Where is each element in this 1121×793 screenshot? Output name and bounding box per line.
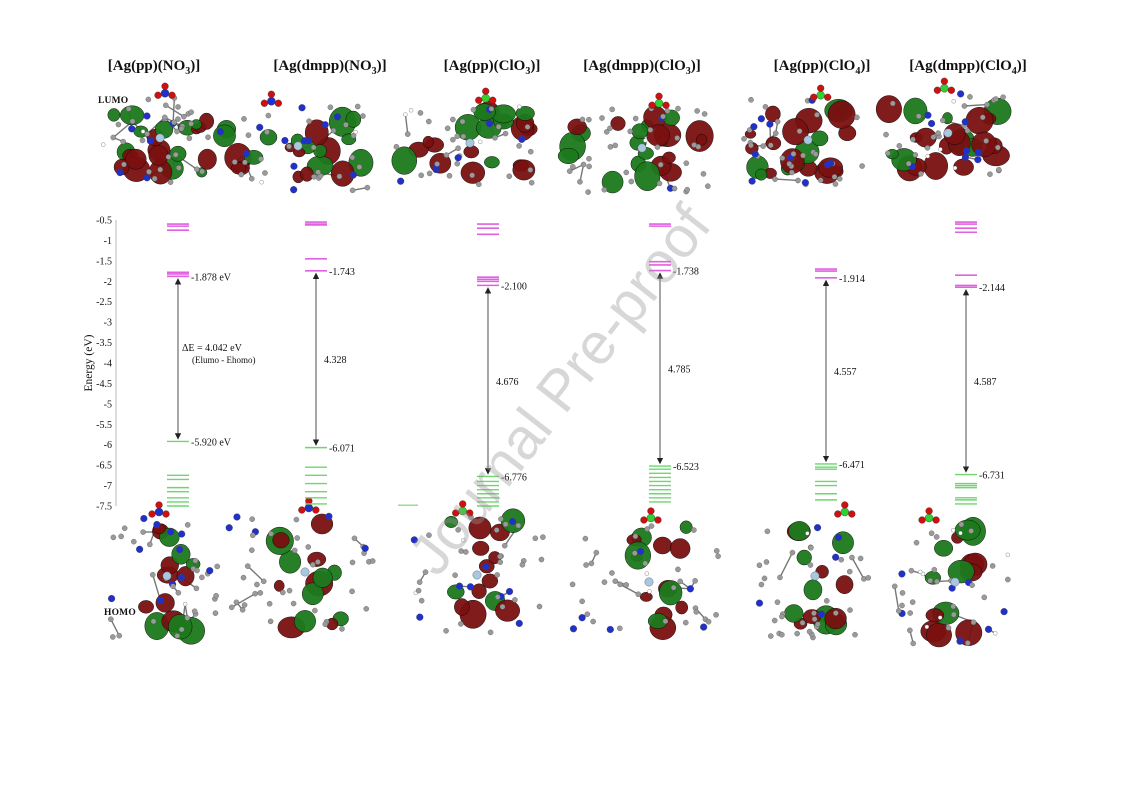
- lumo-energy-label: -1.914: [839, 274, 865, 285]
- y-axis-title: Energy (eV): [83, 334, 95, 391]
- homo-orbital-image: [225, 497, 376, 639]
- lumo-orbital-image: [213, 90, 374, 194]
- homo-energy-label: -5.920 eV: [191, 437, 232, 448]
- lumo-orbital-image: [101, 82, 217, 185]
- lumo-orbital-image: [557, 92, 714, 195]
- compound-title-4: [Ag(dmpp)(ClO3)]: [583, 58, 701, 77]
- y-tick-label: -6: [104, 440, 112, 451]
- homo-orbital-image: [891, 507, 1011, 648]
- y-tick-label: -2.5: [96, 297, 112, 308]
- homo-orbital-image: [755, 501, 872, 641]
- homo-orbital-image: [108, 501, 220, 645]
- lumo-energy-label: -1.738: [673, 267, 699, 278]
- lumo-energy-label: -2.144: [979, 283, 1005, 294]
- y-tick-label: -5.5: [96, 420, 112, 431]
- y-tick-label: -7.5: [96, 502, 112, 513]
- y-tick-label: -4.5: [96, 379, 112, 390]
- lumo-energy-label: -1.878 eV: [191, 272, 232, 283]
- gap-formula-label: (Elumo - Ehomo): [192, 355, 256, 365]
- y-tick-label: -1.5: [96, 256, 112, 267]
- gap-value-label: 4.676: [496, 377, 519, 388]
- homo-orbital-image: [410, 500, 546, 636]
- compound-title-6: [Ag(dmpp)(ClO4)]: [909, 58, 1027, 77]
- gap-value-label: 4.557: [834, 367, 857, 378]
- lumo-energy-label: -2.100: [501, 281, 527, 292]
- y-tick-label: -6.5: [96, 461, 112, 472]
- lumo-orbital-image: [391, 87, 538, 188]
- homo-energy-label: -6.776: [501, 472, 527, 483]
- gap-value-label: 4.328: [324, 355, 347, 366]
- homo-energy-label: -6.731: [979, 471, 1005, 482]
- homo-label: HOMO: [104, 608, 136, 618]
- y-tick-label: -2: [104, 277, 112, 288]
- y-tick-label: -4: [104, 359, 112, 370]
- lumo-label: LUMO: [98, 96, 129, 106]
- gap-value-label: ΔE = 4.042 eV: [182, 343, 243, 354]
- compound-title-1: [Ag(pp)(NO3)]: [107, 58, 201, 77]
- lumo-orbital-image: [875, 77, 1012, 182]
- homo-orbital-image: [569, 507, 721, 640]
- compound-title-5: [Ag(pp)(ClO4)]: [773, 58, 871, 77]
- compound-title-2: [Ag(dmpp)(NO3)]: [273, 58, 387, 77]
- homo-energy-label: -6.471: [839, 460, 865, 471]
- y-tick-label: -1: [104, 236, 112, 247]
- gap-value-label: 4.587: [974, 377, 997, 388]
- y-tick-label: -3.5: [96, 338, 112, 349]
- homo-energy-label: -6.071: [329, 444, 355, 455]
- y-tick-label: -7: [104, 481, 112, 492]
- gap-value-label: 4.785: [668, 364, 691, 375]
- y-tick-label: -5: [104, 399, 112, 410]
- lumo-orbital-image: [741, 84, 865, 188]
- homo-energy-label: -6.523: [673, 462, 699, 473]
- compound-title-3: [Ag(pp)(ClO3)]: [443, 58, 541, 77]
- lumo-energy-label: -1.743: [329, 267, 355, 278]
- y-tick-label: -0.5: [96, 216, 112, 227]
- y-tick-label: -3: [104, 318, 112, 329]
